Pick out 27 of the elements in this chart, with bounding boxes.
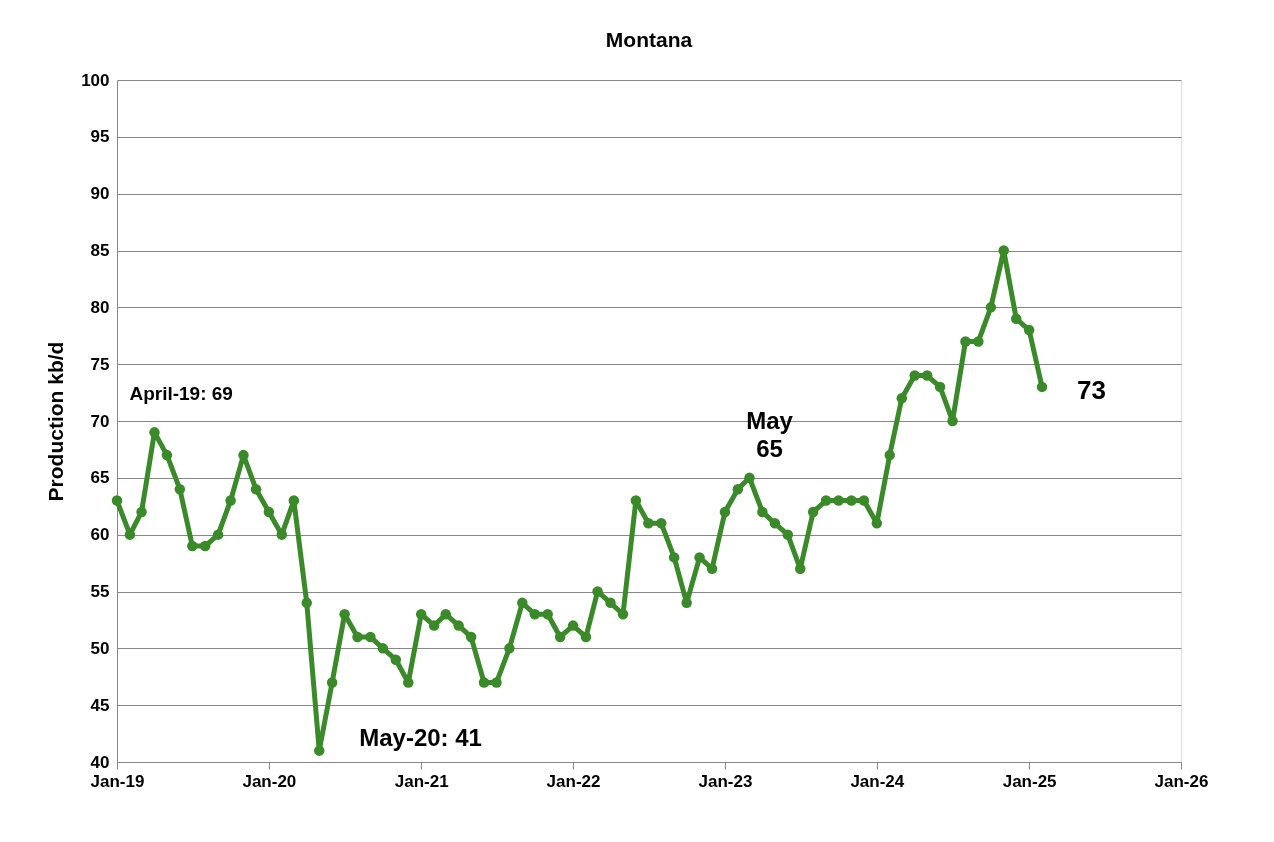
y-tick-label: 55 — [90, 582, 110, 601]
y-axis-title: Production kb/d — [44, 341, 68, 502]
y-tick-label: 100 — [81, 70, 110, 90]
x-tick-label: Jan-22 — [546, 771, 601, 791]
x-tick-label: Jan-23 — [698, 771, 753, 791]
x-tick-label: Jan-25 — [1002, 771, 1057, 791]
x-tick-label: Jan-24 — [850, 771, 905, 791]
y-tick-label: 50 — [90, 638, 110, 658]
x-tick-label: Jan-21 — [394, 771, 449, 791]
y-tick-label: 80 — [90, 297, 110, 317]
x-tick-label: Jan-26 — [1154, 771, 1209, 791]
annotation: May 65 — [746, 406, 794, 462]
y-tick-label: 60 — [90, 525, 110, 545]
y-tick-label: 45 — [90, 695, 110, 715]
y-tick-label: 70 — [90, 411, 110, 431]
y-tick-label: 40 — [90, 752, 110, 772]
annotation: April-19: 69 — [129, 383, 233, 405]
y-tick-label: 75 — [90, 354, 110, 374]
annotation: May-20: 41 — [359, 723, 482, 751]
y-tick-label: 85 — [90, 241, 110, 260]
chart-title: Montana — [605, 28, 693, 51]
y-tick-label: 65 — [90, 468, 110, 488]
x-tick-label: Jan-19 — [90, 771, 145, 791]
annotation: 73 — [1077, 374, 1106, 405]
y-tick-label: 95 — [90, 127, 110, 147]
x-tick-label: Jan-20 — [242, 771, 297, 791]
y-tick-label: 90 — [90, 184, 110, 204]
